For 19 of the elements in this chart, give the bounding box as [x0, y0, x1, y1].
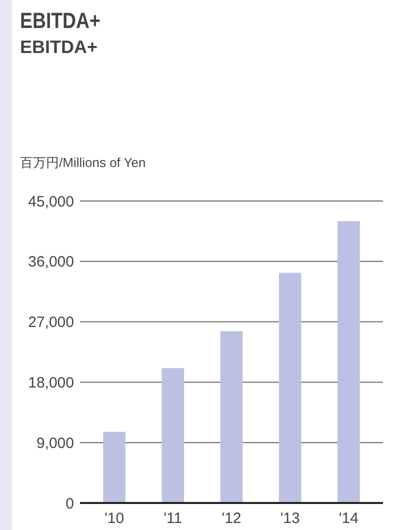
y-tick-label: 0 [66, 495, 74, 512]
y-tick-label: 9,000 [36, 434, 74, 452]
x-tick-label: '11 [164, 510, 182, 527]
x-tick-label: '12 [222, 510, 242, 527]
y-tick-label: 36,000 [28, 254, 74, 271]
x-tick-label: '13 [280, 510, 300, 527]
bar [338, 221, 360, 503]
bar [278, 272, 302, 503]
bar [162, 368, 184, 503]
x-tick-label: '14 [338, 510, 358, 527]
x-tick-label: '10 [104, 510, 124, 527]
bar [103, 432, 126, 503]
y-tick-label: 18,000 [28, 374, 74, 392]
chart-title: EBITDA+ [20, 10, 101, 34]
y-axis-title: 百万円/Millions of Yen [20, 155, 146, 170]
y-tick-label: 27,000 [28, 314, 74, 332]
y-tick-label: 45,000 [28, 193, 74, 210]
chart-subtitle: EBITDA+ [20, 37, 98, 57]
bar [220, 331, 243, 503]
